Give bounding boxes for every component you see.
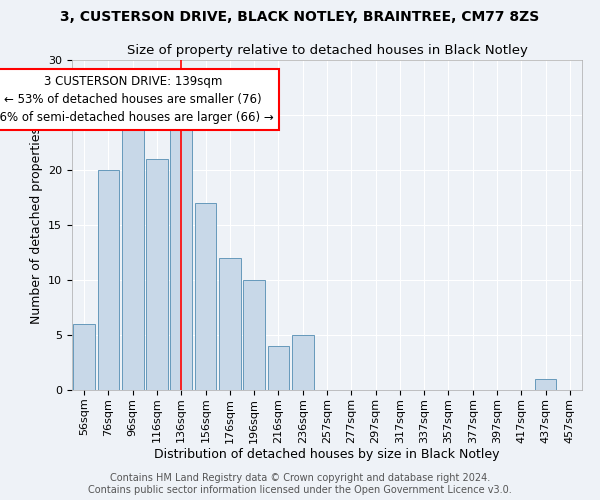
Y-axis label: Number of detached properties: Number of detached properties [29, 126, 43, 324]
Bar [219, 258, 241, 390]
Title: Size of property relative to detached houses in Black Notley: Size of property relative to detached ho… [127, 44, 527, 58]
X-axis label: Distribution of detached houses by size in Black Notley: Distribution of detached houses by size … [154, 448, 500, 462]
Bar [170, 115, 192, 390]
Bar [292, 335, 314, 390]
Text: 3 CUSTERSON DRIVE: 139sqm
← 53% of detached houses are smaller (76)
46% of semi-: 3 CUSTERSON DRIVE: 139sqm ← 53% of detac… [0, 76, 274, 124]
Bar [535, 379, 556, 390]
Bar [194, 203, 217, 390]
Bar [73, 324, 95, 390]
Bar [268, 346, 289, 390]
Bar [97, 170, 119, 390]
Bar [146, 159, 168, 390]
Bar [243, 280, 265, 390]
Text: Contains HM Land Registry data © Crown copyright and database right 2024.
Contai: Contains HM Land Registry data © Crown c… [88, 474, 512, 495]
Text: 3, CUSTERSON DRIVE, BLACK NOTLEY, BRAINTREE, CM77 8ZS: 3, CUSTERSON DRIVE, BLACK NOTLEY, BRAINT… [61, 10, 539, 24]
Bar [122, 126, 143, 390]
